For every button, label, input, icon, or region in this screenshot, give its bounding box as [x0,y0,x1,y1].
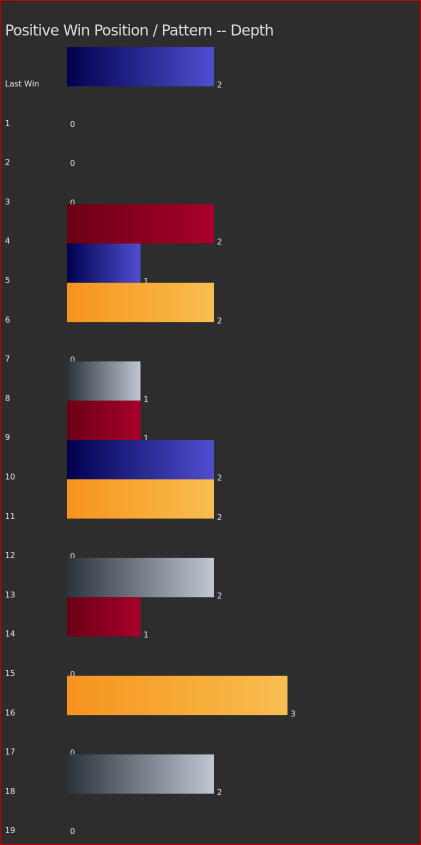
chart-title: Positive Win Position / Pattern -- Depth [5,22,274,40]
category-label: 15 [5,669,15,678]
category-label: 16 [5,708,15,717]
category-label: 8 [5,394,10,403]
category-label: 2 [5,158,10,167]
category-label: 14 [5,630,15,639]
category-label: 11 [5,512,15,521]
value-label: 0 [70,356,75,365]
value-label: 0 [70,670,75,679]
value-label: 2 [217,474,222,483]
category-label: Last Win [5,80,39,89]
category-label: 13 [5,590,15,599]
value-label: 2 [217,316,222,325]
category-label: 10 [5,473,15,482]
value-label: 0 [70,198,75,207]
value-label: 2 [217,788,222,797]
bar [67,597,141,637]
bar [67,282,214,323]
value-label: 1 [144,277,149,286]
bar [67,361,141,401]
value-label: 1 [144,434,149,443]
value-label: 0 [70,827,75,836]
value-label: 2 [217,591,222,600]
category-label: 1 [5,119,10,128]
value-label: 0 [70,120,75,129]
bar [67,47,214,87]
bar [67,440,214,480]
category-label: 12 [5,551,15,560]
value-label: 2 [217,238,222,247]
bar [67,675,288,716]
bar [67,557,214,598]
category-label: 3 [5,197,10,206]
bar [67,754,214,794]
category-label: 18 [5,787,15,796]
bar [67,400,141,440]
bar [67,479,214,519]
value-label: 1 [144,631,149,640]
category-label: 4 [5,237,10,246]
category-label: 17 [5,748,15,757]
category-label: 6 [5,315,10,324]
value-label: 2 [217,513,222,522]
value-label: 2 [217,81,222,90]
category-label: 5 [5,276,10,285]
value-label: 3 [291,709,296,718]
value-label: 1 [144,395,149,404]
bar [67,243,141,283]
value-label: 0 [70,159,75,168]
value-label: 0 [70,552,75,561]
bar [67,204,214,244]
value-label: 0 [70,749,75,758]
category-label: 19 [5,826,15,835]
category-label: 7 [5,355,10,364]
category-label: 9 [5,433,10,442]
